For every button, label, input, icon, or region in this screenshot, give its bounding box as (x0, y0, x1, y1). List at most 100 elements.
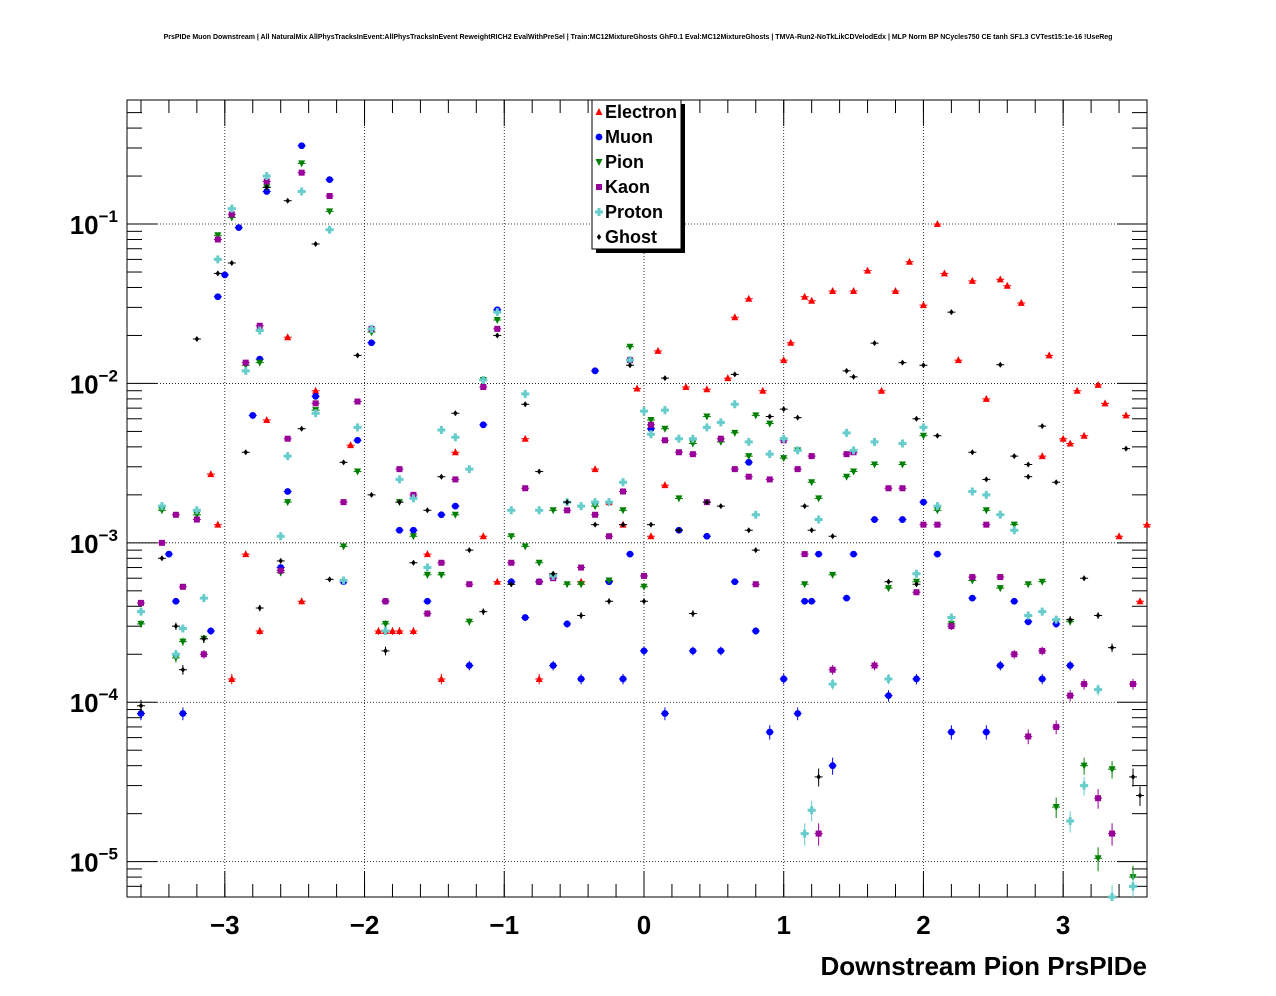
marker (850, 550, 857, 558)
marker (828, 680, 837, 689)
data-point-kaon (884, 485, 893, 492)
data-point-electron (1017, 298, 1026, 306)
data-point-kaon (646, 421, 655, 428)
legend-label: Muon (605, 127, 653, 147)
marker (437, 426, 446, 435)
data-point-proton (409, 494, 418, 503)
data-point-ghost (779, 406, 788, 413)
x-tick-label: −3 (210, 910, 240, 940)
marker (354, 468, 362, 476)
marker (871, 516, 878, 523)
data-point-muon (563, 620, 572, 628)
marker (1067, 692, 1074, 699)
data-point-proton (744, 437, 753, 446)
data-point-ghost (800, 503, 809, 510)
data-point-kaon (807, 453, 816, 460)
marker (339, 576, 348, 585)
data-point-muon (870, 516, 879, 523)
data-point-kaon (996, 574, 1005, 581)
data-point-proton (241, 366, 250, 375)
marker (947, 613, 956, 622)
marker (878, 386, 886, 394)
marker (493, 308, 502, 317)
marker (746, 527, 751, 534)
marker (397, 499, 402, 506)
data-point-ghost (1010, 453, 1019, 460)
marker (340, 543, 348, 551)
marker (933, 507, 941, 515)
marker (423, 550, 431, 558)
marker (752, 412, 760, 420)
marker (1010, 597, 1018, 605)
marker (1024, 618, 1032, 626)
marker (1095, 612, 1101, 619)
data-point-pion (996, 585, 1005, 593)
data-point-pion (283, 499, 292, 507)
marker (312, 392, 320, 400)
data-point-ghost (563, 499, 572, 506)
marker (766, 476, 773, 483)
data-point-proton (1052, 615, 1061, 624)
marker (794, 710, 802, 717)
data-point-ghost (1024, 473, 1033, 480)
x-tick-label: 1 (776, 910, 790, 940)
marker (627, 362, 633, 369)
data-point-proton (199, 594, 208, 603)
marker (213, 255, 222, 264)
data-point-electron (1122, 411, 1131, 419)
legend-label: Pion (605, 152, 644, 172)
marker (731, 466, 738, 473)
data-point-muon (283, 488, 292, 495)
data-point-ghost (884, 578, 893, 585)
data-point-electron (968, 276, 977, 284)
marker (808, 453, 815, 460)
marker (521, 434, 529, 442)
marker (781, 406, 786, 413)
marker (1003, 281, 1011, 289)
axes: −3 −2 −1 0 1 2 3 10−5 10−4 10−3 10−2 10−1 (70, 100, 1147, 940)
marker (1010, 526, 1019, 535)
marker (982, 490, 991, 499)
marker (807, 806, 816, 815)
data-point-ghost (842, 367, 851, 374)
legend-label: Electron (605, 102, 677, 122)
marker (969, 574, 976, 581)
marker (1052, 620, 1060, 628)
marker (285, 197, 290, 204)
data-point-kaon (563, 507, 572, 514)
data-point-muon (395, 526, 404, 534)
marker (801, 551, 808, 558)
marker (563, 620, 571, 628)
marker (550, 570, 556, 577)
data-point-proton (577, 502, 586, 511)
legend-entry-pion: Pion (595, 152, 644, 172)
marker (808, 296, 816, 304)
marker (242, 550, 250, 558)
legend-marker (595, 208, 603, 216)
series-proton (136, 172, 1138, 901)
marker (871, 662, 878, 669)
marker (523, 401, 528, 408)
data-point-proton (730, 400, 739, 409)
marker (257, 605, 262, 612)
data-point-ghost (765, 413, 774, 420)
legend-marker (596, 234, 602, 240)
marker (745, 458, 753, 466)
marker (564, 499, 570, 506)
marker (891, 287, 899, 295)
marker (1053, 479, 1059, 486)
data-point-muon (751, 627, 760, 635)
data-point-pion (535, 559, 544, 567)
data-point-muon (164, 550, 173, 558)
marker (732, 371, 738, 378)
marker (1094, 685, 1103, 694)
data-point-proton (1038, 607, 1047, 616)
marker (675, 495, 683, 503)
data-point-electron (493, 577, 502, 585)
data-point-pion (884, 585, 893, 593)
data-point-electron (1094, 380, 1103, 388)
marker (214, 232, 222, 240)
marker (661, 710, 669, 717)
data-point-ghost (1108, 643, 1117, 653)
marker (1130, 773, 1136, 780)
